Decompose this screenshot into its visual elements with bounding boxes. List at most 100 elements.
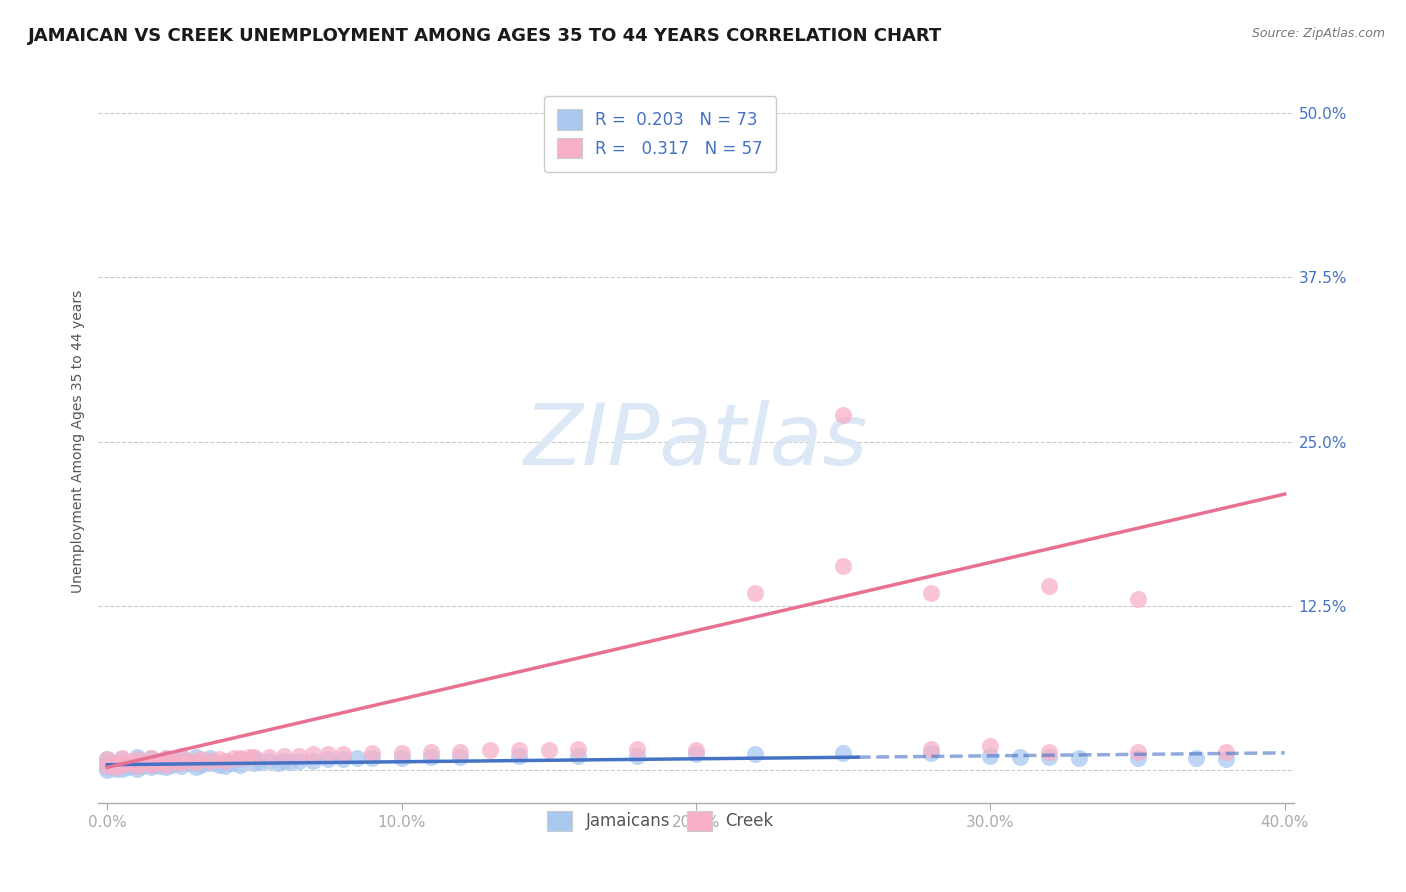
Point <box>685 743 707 757</box>
Point <box>1038 749 1060 764</box>
Legend: Jamaicans, Creek: Jamaicans, Creek <box>540 805 780 838</box>
Point <box>420 745 443 759</box>
Point <box>1126 592 1149 607</box>
Point <box>243 756 266 771</box>
Point <box>125 762 148 776</box>
Point <box>273 748 295 763</box>
Point <box>287 754 309 768</box>
Point <box>179 756 201 771</box>
Point <box>190 752 212 766</box>
Point <box>125 752 148 766</box>
Point <box>214 759 236 773</box>
Point <box>316 752 339 766</box>
Point <box>920 742 942 756</box>
Point <box>332 752 354 766</box>
Point <box>1126 751 1149 765</box>
Point <box>170 749 193 764</box>
Point <box>508 743 530 757</box>
Point <box>1008 749 1031 764</box>
Point <box>450 745 472 759</box>
Point <box>125 759 148 773</box>
Point <box>626 748 648 763</box>
Point <box>141 751 163 765</box>
Point <box>567 748 589 763</box>
Point <box>141 756 163 771</box>
Point <box>685 747 707 762</box>
Point <box>346 751 368 765</box>
Point <box>832 409 855 423</box>
Point <box>146 756 169 771</box>
Point <box>111 751 134 765</box>
Point <box>302 754 325 768</box>
Point <box>141 751 163 765</box>
Point <box>626 742 648 756</box>
Point <box>96 759 118 773</box>
Point <box>184 760 207 774</box>
Text: Source: ZipAtlas.com: Source: ZipAtlas.com <box>1251 27 1385 40</box>
Point <box>257 749 280 764</box>
Point <box>96 763 118 777</box>
Point <box>170 759 193 773</box>
Point <box>149 754 172 768</box>
Point <box>920 746 942 760</box>
Point <box>96 752 118 766</box>
Point <box>111 757 134 772</box>
Point <box>170 756 193 771</box>
Point <box>143 757 166 772</box>
Text: JAMAICAN VS CREEK UNEMPLOYMENT AMONG AGES 35 TO 44 YEARS CORRELATION CHART: JAMAICAN VS CREEK UNEMPLOYMENT AMONG AGE… <box>28 27 942 45</box>
Point <box>96 760 118 774</box>
Point <box>131 756 153 771</box>
Point <box>190 757 212 772</box>
Point <box>184 755 207 769</box>
Point <box>208 752 231 766</box>
Point <box>222 751 245 765</box>
Point <box>391 746 413 760</box>
Point <box>238 749 260 764</box>
Point <box>228 757 250 772</box>
Point <box>228 751 250 765</box>
Point <box>361 751 384 765</box>
Point <box>155 751 177 765</box>
Point <box>567 742 589 756</box>
Point <box>1126 745 1149 759</box>
Point <box>111 757 134 772</box>
Point <box>744 747 766 762</box>
Point <box>163 754 186 768</box>
Point <box>149 759 172 773</box>
Point <box>450 749 472 764</box>
Point <box>155 760 177 774</box>
Point <box>420 749 443 764</box>
Point <box>214 754 236 768</box>
Y-axis label: Unemployment Among Ages 35 to 44 years: Unemployment Among Ages 35 to 44 years <box>70 290 84 593</box>
Point <box>832 746 855 760</box>
Point <box>117 760 139 774</box>
Point <box>111 762 134 776</box>
Point <box>141 760 163 774</box>
Point <box>134 756 156 771</box>
Point <box>179 754 201 768</box>
Point <box>125 749 148 764</box>
Point <box>184 755 207 769</box>
Point <box>391 751 413 765</box>
Point <box>1185 751 1208 765</box>
Point <box>537 743 560 757</box>
Point <box>243 749 266 764</box>
Point <box>117 756 139 771</box>
Point <box>170 748 193 763</box>
Point <box>160 755 183 769</box>
Point <box>361 746 384 760</box>
Point <box>120 757 142 772</box>
Point <box>125 759 148 773</box>
Point <box>96 756 118 771</box>
Point <box>219 756 242 771</box>
Point <box>302 747 325 762</box>
Point <box>744 585 766 599</box>
Point <box>184 749 207 764</box>
Point <box>979 748 1001 763</box>
Point <box>243 751 266 765</box>
Point <box>208 757 231 772</box>
Point <box>920 585 942 599</box>
Point <box>111 752 134 766</box>
Point <box>141 757 163 772</box>
Point <box>101 759 124 773</box>
